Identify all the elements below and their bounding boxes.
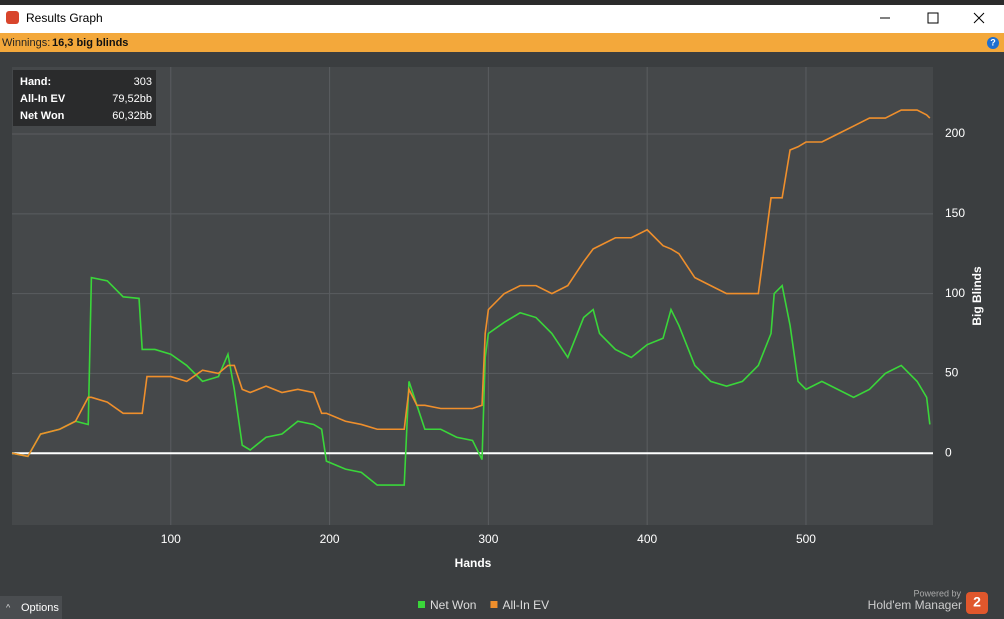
legend-label: All-In EV (502, 598, 549, 612)
series-line (11, 276, 931, 486)
y-tick-label: 200 (945, 126, 965, 140)
maximize-button[interactable] (927, 12, 939, 24)
winnings-value: 16,3 big blinds (52, 37, 128, 49)
help-icon[interactable] (987, 37, 999, 49)
tooltip-value: 303 (134, 76, 152, 88)
options-button[interactable] (0, 596, 62, 619)
legend-label: Net Won (430, 598, 476, 612)
options-label: Options (21, 602, 59, 614)
y-axis-title: Big Blinds (970, 266, 984, 326)
brand-logo-text: 2 (973, 594, 981, 610)
tooltip-value: 79,52bb (112, 93, 152, 105)
title-bar (0, 5, 1004, 33)
powered-by: Powered by (913, 588, 961, 598)
y-tick-label: 0 (945, 445, 952, 459)
y-tick-label: 100 (945, 286, 965, 300)
winnings-label: Winnings: (2, 37, 50, 49)
help-glyph: ? (990, 37, 996, 47)
legend: Net Won All-In EV (418, 598, 549, 612)
tooltip-key: All-In EV (20, 93, 66, 105)
x-tick-label: 400 (637, 532, 657, 546)
x-tick-label: 200 (320, 532, 340, 546)
brand-logo (966, 592, 988, 614)
plot: 100 200 300 400 500 0 50 100 150 200 (11, 67, 965, 546)
menu-strip (0, 0, 1004, 5)
options-caret: ^ (6, 602, 11, 612)
tooltip-key: Net Won (20, 110, 65, 122)
y-tick-label: 50 (945, 366, 959, 380)
close-button[interactable] (973, 12, 985, 24)
tooltip-key: Hand: (20, 76, 51, 88)
tooltip-box (13, 70, 156, 126)
window-title: Results Graph (26, 11, 103, 25)
x-tick-label: 300 (478, 532, 498, 546)
x-tick-label: 500 (796, 532, 816, 546)
y-tick-label: 150 (945, 206, 965, 220)
tooltip: Hand: 303 All-In EV 79,52bb Net Won 60,3… (13, 70, 156, 126)
legend-swatch (490, 601, 498, 608)
x-axis-title: Hands (455, 556, 492, 570)
series-line (11, 109, 931, 458)
legend-swatch (418, 601, 425, 608)
brand: Hold'em Manager (868, 598, 962, 612)
winnings-bar (0, 33, 1004, 52)
plot-area (12, 67, 933, 525)
app-icon (6, 11, 19, 24)
tooltip-value: 60,32bb (112, 110, 152, 122)
x-tick-label: 100 (161, 532, 181, 546)
